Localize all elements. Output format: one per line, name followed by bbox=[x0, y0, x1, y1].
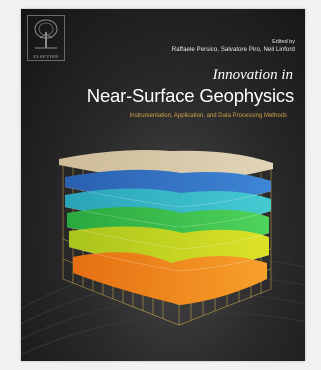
title-line-1: Innovation in bbox=[212, 67, 293, 83]
elsevier-tree-icon bbox=[34, 19, 58, 49]
title-line-2: Near-Surface Geophysics bbox=[86, 85, 294, 106]
subtitle: Instrumentation, Application, and Data P… bbox=[129, 113, 287, 119]
book-cover: ELSEVIER Edited by Raffaele Persico, Sal… bbox=[21, 9, 305, 361]
edited-by-label: Edited by bbox=[272, 39, 295, 45]
cover-illustration bbox=[21, 150, 305, 356]
editors-names: Raffaele Persico, Salvatore Piro, Neil L… bbox=[171, 47, 295, 53]
publisher-logo: ELSEVIER bbox=[27, 15, 65, 61]
publisher-name: ELSEVIER bbox=[33, 54, 59, 59]
